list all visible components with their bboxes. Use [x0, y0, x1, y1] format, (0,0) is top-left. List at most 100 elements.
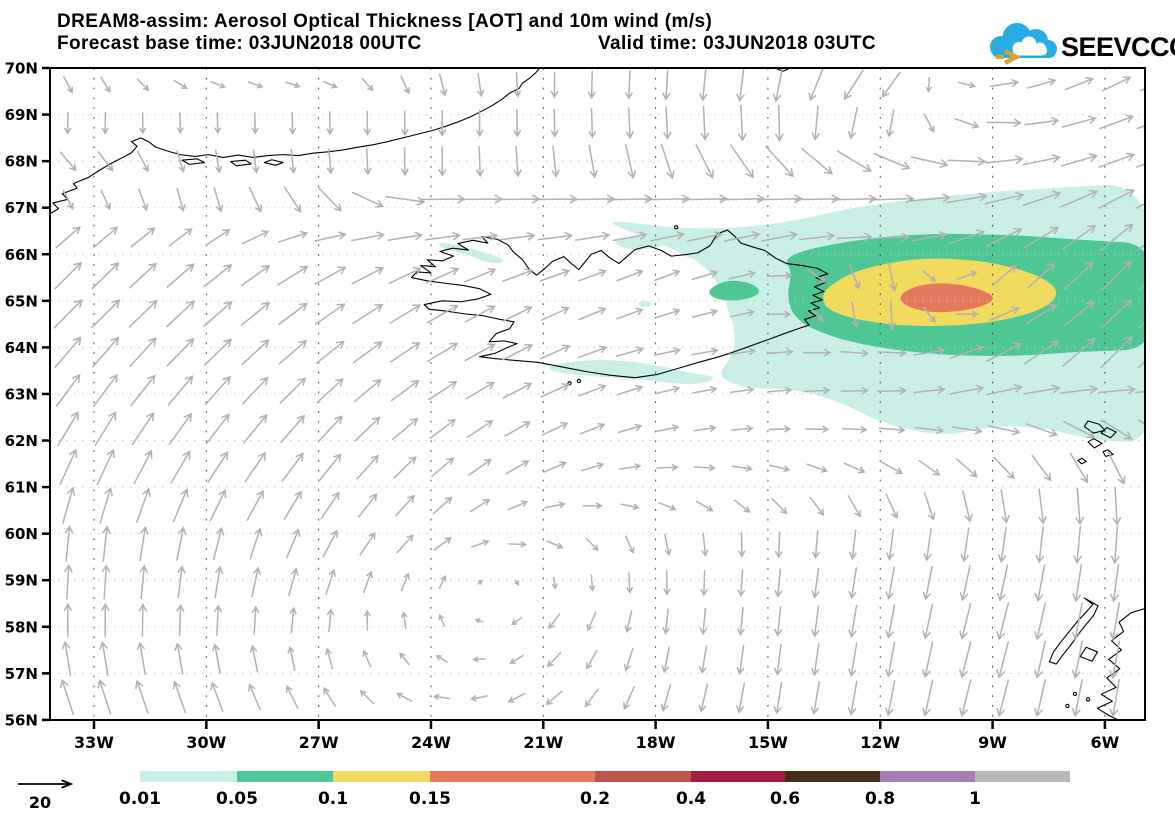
wind-arrow — [475, 146, 485, 178]
wind-arrow — [247, 81, 264, 89]
wind-arrow — [1064, 76, 1094, 91]
wind-arrow — [92, 373, 118, 408]
wind-arrow — [774, 606, 783, 637]
wind-arrow — [1148, 564, 1156, 601]
wind-arrow — [656, 463, 679, 471]
wind-arrow — [1100, 419, 1133, 440]
wind-arrow — [738, 532, 746, 558]
lat-tick-label: 67N — [5, 199, 38, 217]
wind-arrow — [988, 425, 1021, 436]
wind-arrow — [736, 606, 745, 637]
coastline-islet — [576, 378, 581, 384]
wind-arrow — [320, 491, 340, 520]
wind-arrow — [1071, 640, 1084, 679]
wind-arrow — [361, 77, 374, 92]
wind-arrow — [925, 77, 933, 93]
aot-region — [638, 300, 652, 308]
wind-arrow — [959, 565, 971, 602]
logo-text: SEEVCCC — [1061, 32, 1175, 62]
wind-arrow — [249, 644, 259, 673]
wind-arrow — [204, 375, 231, 406]
coastline-islet — [1085, 697, 1091, 702]
wind-arrow — [59, 151, 77, 172]
lat-tick-label: 70N — [5, 60, 38, 78]
wind-arrow — [877, 386, 908, 395]
wind-arrow — [774, 568, 783, 598]
wind-arrow — [1139, 87, 1145, 92]
coastline-hebrides — [1048, 597, 1099, 665]
wind-arrow — [214, 112, 222, 135]
wind-arrow — [139, 525, 149, 562]
wind-arrow — [1031, 454, 1052, 482]
wind-arrow — [698, 645, 708, 675]
lat-tick-label: 66N — [5, 246, 38, 264]
wind-arrow — [811, 105, 821, 141]
wind-arrow — [1109, 678, 1121, 718]
wind-arrow — [955, 310, 979, 318]
wind-arrow — [400, 147, 409, 177]
wind-arrow — [700, 569, 708, 597]
wind-arrow — [618, 462, 642, 471]
wind-arrow — [432, 496, 453, 515]
wind-arrow — [476, 579, 483, 586]
wind-arrow — [214, 149, 223, 174]
wind-arrow — [1098, 189, 1136, 209]
wind-arrow — [1062, 301, 1096, 327]
wind-arrow — [960, 527, 970, 563]
wind-arrow — [426, 342, 459, 363]
coastline-islet — [1072, 691, 1078, 696]
wind-arrow — [911, 231, 948, 242]
wind-arrow — [986, 118, 1023, 128]
wind-arrow — [847, 680, 858, 716]
legend-value-label: 0.2 — [580, 789, 610, 809]
coastline-iceland — [410, 229, 829, 379]
wind-arrow — [1035, 526, 1045, 564]
wind-arrow — [438, 613, 446, 627]
wind-arrow — [1144, 451, 1145, 453]
wind-arrow — [654, 269, 681, 282]
wind-arrow — [99, 641, 109, 676]
wind-arrow — [586, 611, 597, 632]
wind-arrow — [768, 310, 792, 318]
wind-arrow — [695, 144, 714, 179]
wind-arrow — [729, 308, 756, 318]
wind-arrow — [1024, 340, 1060, 365]
wind-arrow — [811, 605, 820, 638]
wind-arrow — [285, 528, 301, 559]
wind-arrow — [832, 194, 878, 204]
wind-arrow — [174, 642, 184, 675]
aot-region — [900, 283, 993, 313]
wind-arrow — [241, 339, 270, 366]
wind-arrow — [1025, 422, 1059, 437]
wind-arrow — [251, 566, 262, 598]
wind-arrow — [136, 641, 147, 676]
wind-arrow — [996, 640, 1010, 679]
wind-arrow — [464, 343, 496, 362]
wind-arrow — [213, 604, 223, 636]
wind-arrow — [97, 679, 112, 715]
wind-arrow — [167, 375, 194, 406]
wind-arrow — [400, 75, 410, 95]
wind-arrow — [315, 340, 345, 365]
wind-arrow — [692, 385, 718, 394]
wind-arrow — [501, 343, 534, 361]
wind-arrow — [1075, 487, 1085, 526]
wind-arrow — [615, 346, 645, 358]
wind-arrow — [884, 679, 896, 717]
wind-arrow — [1099, 114, 1135, 130]
wind-arrow — [913, 385, 946, 395]
wind-arrow — [280, 414, 306, 444]
wind-arrow — [878, 425, 906, 434]
legend-swatch — [880, 771, 975, 782]
wind-arrow — [352, 341, 383, 364]
wind-arrow — [354, 416, 381, 442]
legend-swatch — [140, 771, 237, 782]
wind-arrow — [128, 262, 158, 289]
wind-arrow — [166, 337, 195, 367]
wind-arrow — [799, 231, 836, 241]
wind-arrow — [653, 347, 682, 357]
wind-arrow — [90, 299, 121, 329]
wind-arrow — [1072, 564, 1083, 603]
wind-arrow — [887, 261, 898, 292]
wind-arrow — [811, 530, 820, 560]
